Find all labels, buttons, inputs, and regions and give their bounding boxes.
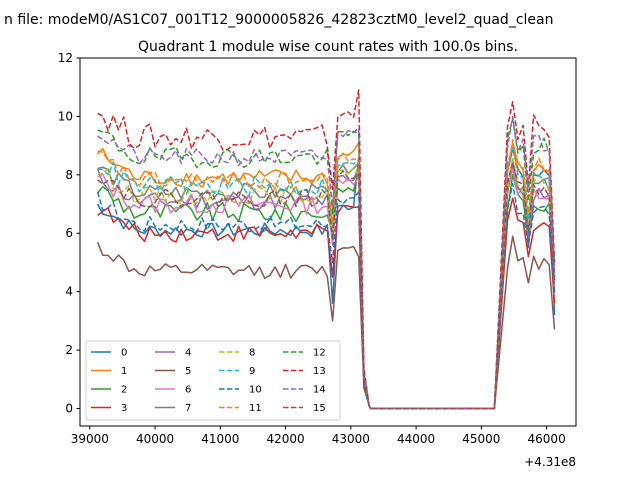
legend-label-6: 6 <box>185 385 191 396</box>
chart-title: Quadrant 1 module wise count rates with … <box>138 39 518 55</box>
y-tick-label: 10 <box>58 109 73 123</box>
y-tick-label: 12 <box>58 51 73 65</box>
legend-label-3: 3 <box>121 403 127 414</box>
legend-label-10: 10 <box>249 385 262 396</box>
y-axis: 0 2 4 6 8 10 12 <box>58 51 80 415</box>
legend-label-13: 13 <box>313 366 326 377</box>
legend-box <box>85 340 341 421</box>
x-offset-label: +4.31e8 <box>524 455 576 469</box>
series-line-13 <box>97 89 556 410</box>
series-layer <box>96 89 556 410</box>
legend-label-4: 4 <box>185 348 191 359</box>
legend-label-8: 8 <box>249 348 255 359</box>
legend-label-7: 7 <box>185 403 191 414</box>
x-tick-label: 46000 <box>528 432 566 446</box>
x-tick-label: 42000 <box>266 432 304 446</box>
y-tick-label: 6 <box>65 226 73 240</box>
series-line-9 <box>97 144 556 410</box>
y-tick-label: 4 <box>65 285 73 299</box>
legend-label-12: 12 <box>313 348 326 359</box>
x-tick-label: 43000 <box>332 432 370 446</box>
y-tick-label: 2 <box>65 343 73 357</box>
series-line-15 <box>97 162 556 410</box>
y-tick-label: 8 <box>65 168 73 182</box>
figure-suptitle: n file: modeM0/AS1C07_001T12_9000005826_… <box>4 12 553 28</box>
x-tick-label: 40000 <box>136 432 174 446</box>
legend-label-14: 14 <box>313 385 326 396</box>
legend-label-0: 0 <box>121 348 127 359</box>
x-axis: 39000 40000 41000 42000 43000 44000 45000 46000 <box>71 426 566 446</box>
legend-label-9: 9 <box>249 366 255 377</box>
legend-label-1: 1 <box>121 366 127 377</box>
y-tick-label: 0 <box>65 401 73 415</box>
plot-frame <box>79 57 577 427</box>
legend-label-15: 15 <box>313 403 326 414</box>
legend-label-5: 5 <box>185 366 191 377</box>
legend-label-2: 2 <box>121 385 127 396</box>
x-tick-label: 45000 <box>462 432 500 446</box>
x-tick-label: 39000 <box>71 432 109 446</box>
x-tick-label: 44000 <box>397 432 435 446</box>
x-tick-label: 41000 <box>201 432 239 446</box>
legend-label-11: 11 <box>249 403 262 414</box>
